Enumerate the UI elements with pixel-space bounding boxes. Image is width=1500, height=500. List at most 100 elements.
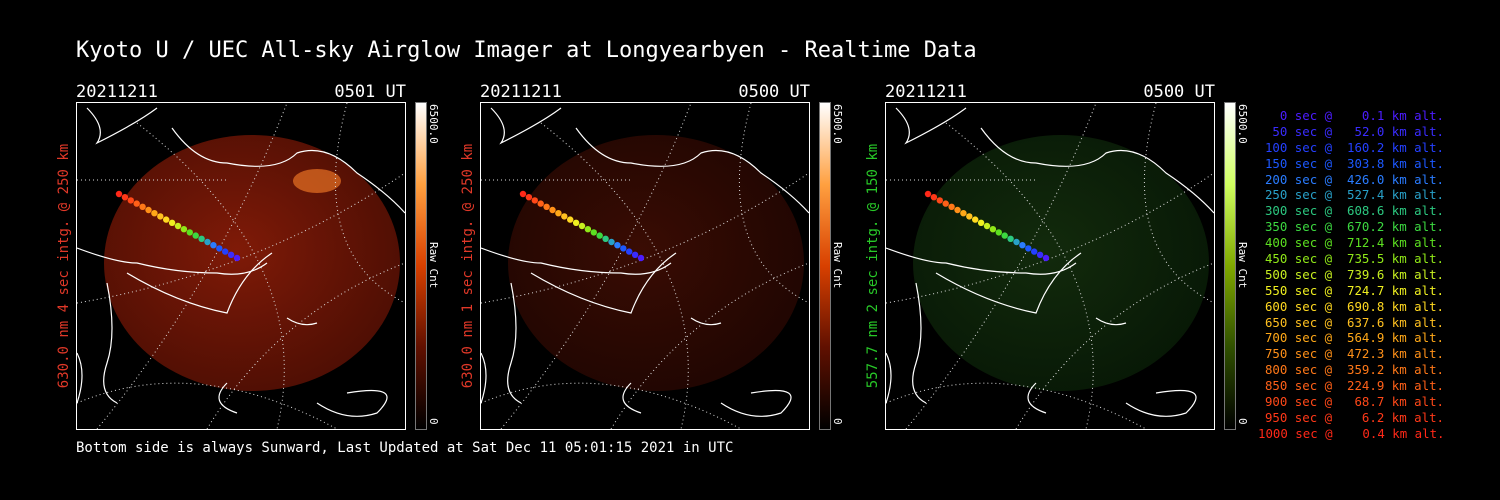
trajectory-point: [631, 251, 639, 258]
coastline: [286, 317, 318, 326]
trajectory-point: [186, 229, 193, 236]
allsky-image: [76, 102, 406, 430]
trajectory-point: [233, 254, 241, 262]
grid-line: [886, 172, 1214, 304]
coastline: [720, 389, 792, 417]
trajectory-point: [966, 213, 973, 220]
trajectory-point: [924, 190, 932, 198]
coastline: [980, 127, 1214, 214]
legend-row: 400 sec @ 712.4 km alt.: [1264, 235, 1444, 251]
legend-row: 250 sec @ 527.4 km alt.: [1264, 187, 1444, 203]
trajectory-point: [115, 190, 123, 198]
trajectory-point: [942, 200, 949, 207]
coastline: [912, 282, 927, 404]
legend-row: 950 sec @ 6.2 km alt.: [1264, 409, 1444, 425]
trajectory-point: [163, 216, 170, 223]
trajectory-point: [960, 210, 967, 217]
coastline: [490, 107, 562, 145]
coastline: [86, 107, 158, 145]
panel-date: 20211211: [76, 82, 158, 102]
coastline: [126, 252, 273, 314]
colorbar-3-unit: Raw Cnt: [1236, 242, 1249, 289]
footer-note: Bottom side is always Sunward, Last Upda…: [76, 440, 734, 456]
airglow-disc: [104, 135, 400, 391]
altitude-legend: 0 sec @ 0.1 km alt. 50 sec @ 52.0 km alt.…: [1258, 108, 1445, 442]
trajectory-point: [1025, 245, 1032, 252]
trajectory-point: [204, 238, 211, 246]
coastline: [507, 282, 522, 404]
colorbar-3-min: 0: [1236, 418, 1249, 425]
colorbar-2-min: 0: [831, 418, 844, 425]
grid-line: [905, 103, 1097, 429]
panel-2-ylabel: 630.0 nm 1 sec intg. @ 250 km: [460, 143, 476, 389]
legend-row: 750 sec @ 472.3 km alt.: [1264, 346, 1444, 362]
trajectory-point: [584, 226, 592, 233]
colorbar-2-max: 6500.0: [831, 104, 844, 144]
grid-line: [886, 382, 1147, 429]
trajectory-point: [602, 235, 609, 242]
trajectory-point: [972, 216, 979, 223]
colorbar-1: [415, 102, 427, 430]
legend-row: 350 sec @ 670.2 km alt.: [1264, 219, 1444, 235]
coastline: [316, 389, 388, 417]
trajectory-point: [596, 232, 603, 239]
trajectory-point: [549, 206, 556, 214]
trajectory-point: [1007, 235, 1014, 242]
coastline: [530, 252, 677, 314]
panel-time: 0500 UT: [738, 82, 810, 102]
trajectory-point: [127, 197, 134, 204]
trajectory-point: [561, 213, 568, 220]
coastline: [622, 382, 642, 414]
trajectory-point: [608, 238, 615, 246]
trajectory-point: [222, 248, 229, 255]
trajectory-point: [151, 210, 158, 217]
legend-row: 150 sec @ 303.8 km alt.: [1264, 155, 1444, 171]
coastline: [218, 382, 238, 414]
colorbar-2: [819, 102, 831, 430]
airglow-disc: [913, 135, 1209, 391]
grid-line: [334, 103, 405, 304]
grid-line: [481, 172, 809, 304]
trajectory-point: [180, 226, 188, 233]
colorbar-1-min: 0: [427, 418, 440, 425]
trajectory-point: [145, 206, 152, 214]
coastline: [1027, 382, 1047, 414]
trajectory-point: [578, 222, 586, 230]
grid-line: [738, 103, 809, 304]
trajectory-point: [192, 232, 199, 239]
airglow-panel-2: 20211211 0500 UT: [480, 82, 810, 430]
trajectory-point: [954, 206, 961, 214]
panel-date: 20211211: [480, 82, 562, 102]
legend-row: 50 sec @ 52.0 km alt.: [1272, 123, 1444, 139]
coastline: [935, 252, 1082, 314]
trajectory-point: [1019, 242, 1026, 249]
grid-line: [500, 103, 692, 429]
legend-row: 600 sec @ 690.8 km alt.: [1264, 298, 1444, 314]
trajectory-point: [543, 203, 550, 210]
legend-row: 100 sec @ 160.2 km alt.: [1264, 139, 1444, 155]
trajectory-point: [567, 216, 574, 223]
coastline: [886, 247, 1077, 275]
trajectory-point: [537, 200, 544, 207]
legend-row: 1000 sec @ 0.4 km alt.: [1258, 425, 1445, 441]
trajectory-point: [572, 219, 580, 226]
trajectory-point: [637, 254, 645, 262]
panel-time: 0501 UT: [334, 82, 406, 102]
trajectory-point: [210, 242, 217, 249]
allsky-image: [885, 102, 1215, 430]
grid-line: [96, 103, 288, 429]
legend-row: 650 sec @ 637.6 km alt.: [1264, 314, 1444, 330]
grid-line: [1015, 262, 1214, 429]
airglow-disc: [508, 135, 804, 391]
trajectory-point: [936, 197, 943, 204]
trajectory-point: [590, 229, 597, 236]
colorbar-1-max: 6500.0: [427, 104, 440, 144]
legend-row: 200 sec @ 426.0 km alt.: [1264, 171, 1444, 187]
trajectory-point: [1036, 251, 1044, 258]
grid-line: [481, 382, 742, 429]
grid-line: [610, 262, 809, 429]
trajectory-point: [157, 213, 164, 220]
coastline: [1095, 317, 1127, 326]
airglow-panel-3: 20211211 0500 UT: [885, 82, 1215, 430]
trajectory-point: [614, 242, 621, 249]
